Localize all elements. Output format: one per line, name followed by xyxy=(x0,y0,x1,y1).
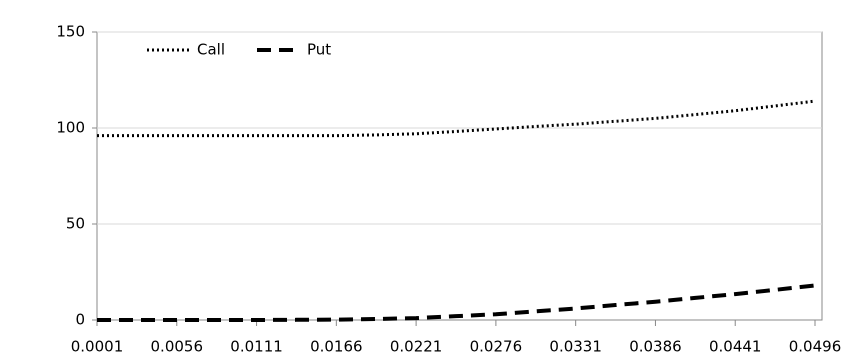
x-tick-label: 0.0166 xyxy=(310,338,363,356)
x-tick-label: 0.0496 xyxy=(789,338,842,356)
x-tick-label: 0.0001 xyxy=(71,338,124,356)
x-tick-label: 0.0111 xyxy=(230,338,283,356)
plot-frame xyxy=(96,31,823,321)
x-tick-label: 0.0441 xyxy=(709,338,762,356)
x-tick-label: 0.0386 xyxy=(629,338,682,356)
y-tick-label: 100 xyxy=(56,119,85,137)
y-tick-label: 50 xyxy=(66,215,85,233)
x-tick-label: 0.0276 xyxy=(470,338,523,356)
series-line xyxy=(97,99,816,138)
y-tick-label: 150 xyxy=(56,23,85,41)
legend-label: Call xyxy=(197,41,225,59)
x-tick-label: 0.0331 xyxy=(549,338,602,356)
y-tick-label: 0 xyxy=(75,311,85,329)
series-line xyxy=(97,283,816,322)
x-tick-label: 0.0056 xyxy=(151,338,204,356)
legend-label: Put xyxy=(307,41,331,59)
x-tick-label: 0.0221 xyxy=(390,338,443,356)
